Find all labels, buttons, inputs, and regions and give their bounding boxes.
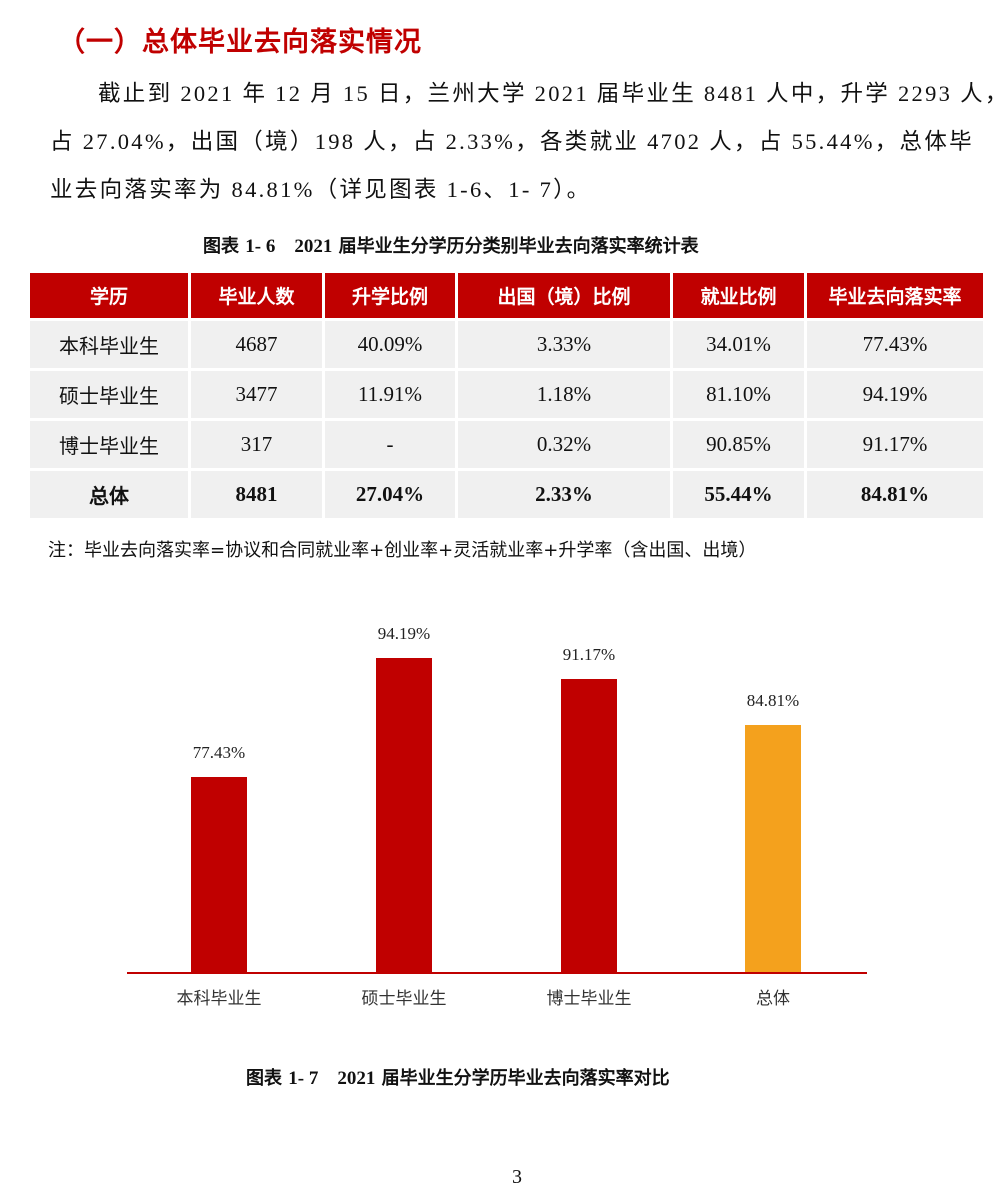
table-note: 注：毕业去向落实率=协议和合同就业率+创业率+灵活就业率+升学率（含出国、出境） (48, 540, 757, 561)
cell-degree: 硕士毕业生 (30, 371, 188, 418)
cell-further-study: 40.09% (325, 321, 455, 368)
x-axis-category-label: 硕士毕业生 (361, 989, 447, 1009)
cell-employment: 34.01% (673, 321, 804, 368)
col-header-further-study: 升学比例 (325, 273, 455, 318)
table-header-row: 学历 毕业人数 升学比例 出国（境）比例 就业比例 毕业去向落实率 (30, 273, 983, 318)
bar-chart: 77.43% 本科毕业生 94.19% 硕士毕业生 91.17% 博士毕业生 84.81% 总… (0, 600, 993, 1020)
cell-abroad: 2.33% (458, 471, 670, 518)
x-axis-category-label: 总体 (756, 989, 790, 1009)
page-number: 3 (512, 1166, 522, 1188)
table-caption-number: 1- 6 2021 (245, 236, 333, 257)
table-row-total: 总体 8481 27.04% 2.33% 55.44% 84.81% (30, 471, 983, 518)
bar-value-label: 94.19% (377, 624, 431, 643)
cell-employment: 81.10% (673, 371, 804, 418)
table-row: 博士毕业生 317 - 0.32% 90.85% 91.17% (30, 421, 983, 468)
bar-value-label: 84.81% (746, 690, 800, 710)
paragraph-line-2: 占 27.04%，出国（境）198 人，占 2.33%，各类就业 4702 人，… (50, 129, 974, 154)
bar-3 (745, 724, 801, 972)
cell-employment: 55.44% (673, 471, 804, 518)
x-axis-line (127, 972, 867, 974)
cell-degree: 本科毕业生 (30, 321, 188, 368)
chart-caption-prefix: 图表 (246, 1068, 282, 1089)
cell-placement-rate: 94.19% (807, 371, 983, 418)
table-caption-title: 届毕业生分学历分类别毕业去向落实率统计表 (338, 236, 699, 257)
chart-caption: 图表 1- 7 2021 届毕业生分学历毕业去向落实率对比 (246, 1064, 670, 1090)
cell-graduates: 8481 (191, 471, 322, 518)
cell-employment: 90.85% (673, 421, 804, 468)
col-header-placement-rate: 毕业去向落实率 (807, 273, 983, 318)
cell-graduates: 3477 (191, 371, 322, 418)
section-title: （一）总体毕业去向落实情况 (58, 27, 422, 58)
paragraph-line-3: 业去向落实率为 84.81%（详见图表 1-6、1- 7）。 (50, 177, 592, 202)
bar-1 (376, 658, 432, 972)
x-axis-category-label: 博士毕业生 (546, 989, 632, 1009)
cell-further-study: 27.04% (325, 471, 455, 518)
col-header-abroad: 出国（境）比例 (458, 273, 670, 318)
cell-abroad: 1.18% (458, 371, 670, 418)
cell-degree: 总体 (30, 471, 188, 518)
table-row: 本科毕业生 4687 40.09% 3.33% 34.01% 77.43% (30, 321, 983, 368)
cell-degree: 博士毕业生 (30, 421, 188, 468)
cell-placement-rate: 91.17% (807, 421, 983, 468)
paragraph-line-1: 截止到 2021 年 12 月 15 日，兰州大学 2021 届毕业生 8481… (98, 81, 993, 106)
chart-caption-title: 届毕业生分学历毕业去向落实率对比 (381, 1068, 670, 1089)
table-caption-prefix: 图表 (203, 236, 239, 257)
table-caption: 图表 1- 6 2021 届毕业生分学历分类别毕业去向落实率统计表 (203, 232, 699, 258)
chart-caption-number: 1- 7 2021 (288, 1068, 376, 1089)
bar-value-label: 77.43% (192, 743, 246, 762)
col-header-employment: 就业比例 (673, 273, 804, 318)
cell-further-study: 11.91% (325, 371, 455, 418)
cell-further-study: - (325, 421, 455, 468)
stats-table: 学历 毕业人数 升学比例 出国（境）比例 就业比例 毕业去向落实率 本科毕业生 … (27, 270, 986, 521)
x-axis-category-label: 本科毕业生 (176, 989, 262, 1009)
cell-placement-rate: 77.43% (807, 321, 983, 368)
cell-placement-rate: 84.81% (807, 471, 983, 518)
table-row: 硕士毕业生 3477 11.91% 1.18% 81.10% 94.19% (30, 371, 983, 418)
cell-abroad: 3.33% (458, 321, 670, 368)
bar-0 (191, 777, 247, 972)
cell-graduates: 4687 (191, 321, 322, 368)
col-header-graduates: 毕业人数 (191, 273, 322, 318)
cell-graduates: 317 (191, 421, 322, 468)
col-header-degree: 学历 (30, 273, 188, 318)
bar-2 (561, 679, 617, 972)
cell-abroad: 0.32% (458, 421, 670, 468)
bar-value-label: 91.17% (562, 645, 616, 665)
